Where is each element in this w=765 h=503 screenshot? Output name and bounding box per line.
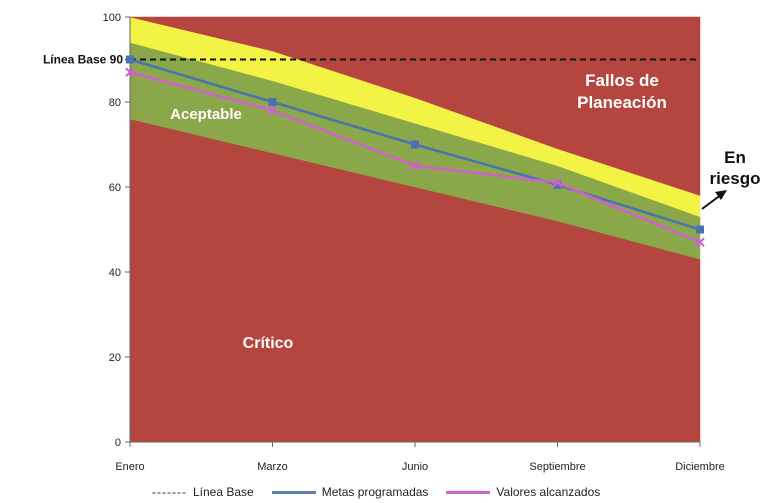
series-point-valores	[267, 105, 278, 116]
x-tick-label: Marzo	[257, 461, 288, 473]
label-aceptable: Aceptable	[170, 106, 242, 123]
series-point-metas	[268, 98, 277, 106]
band-3	[129, 16, 701, 196]
series-layer	[125, 55, 705, 247]
label-fallos-line1: Fallos de	[585, 71, 659, 90]
series-point-metas	[411, 140, 419, 149]
legend-baseline-label: Línea Base	[192, 485, 254, 499]
series-point-metas	[696, 225, 704, 234]
legend-item-valores: Valores alcanzados	[446, 485, 600, 499]
legend-metas-label: Metas programadas	[321, 485, 429, 499]
series-point-valores	[125, 67, 135, 77]
y-tick-label: 80	[109, 97, 121, 109]
legend-item-metas: Metas programadas	[271, 485, 429, 499]
series-point-valores	[695, 237, 705, 247]
label-riesgo-line1: En	[724, 148, 746, 167]
x-tick-label: Enero	[115, 461, 144, 473]
y-tick-label: 60	[109, 182, 121, 194]
bands-layer	[129, 16, 701, 443]
series-point-valores	[552, 178, 563, 188]
riesgo-arrow-head	[715, 190, 727, 200]
x-tick-label: Septiembre	[529, 461, 585, 473]
chart: 0 20 40 60 80 100 Enero Marzo Junio Septiembre Dic…	[43, 12, 761, 473]
label-fallos-line2: Planeación	[577, 93, 667, 112]
series-point-metas	[126, 55, 134, 64]
series-point-metas	[553, 180, 562, 189]
legend-valores-label: Valores alcanzados	[496, 485, 601, 499]
y-tick-label: 0	[115, 437, 121, 449]
x-tick-label: Junio	[402, 461, 428, 473]
y-tick-label: 40	[109, 267, 121, 279]
y-tick-label: 20	[109, 352, 121, 364]
baseline-label: Línea Base 90	[43, 53, 123, 67]
label-riesgo-line2: riesgo	[709, 169, 760, 188]
x-tick-label: Diciembre	[675, 461, 725, 473]
series-point-valores	[410, 161, 420, 171]
y-tick-label: 100	[103, 12, 121, 24]
legend-item-baseline: ------- Línea Base	[152, 485, 254, 499]
legend-baseline-dashes: -------	[152, 485, 187, 499]
legend: ------- Línea Base Metas programadas Val…	[152, 483, 618, 501]
labels-layer: Fallos de Planeación Aceptable Crítico E…	[170, 71, 760, 352]
axes-layer: 0 20 40 60 80 100 Enero Marzo Junio Septiembre Dic…	[103, 12, 725, 473]
label-critico: Crítico	[243, 335, 294, 352]
legend-metas-swatch	[271, 490, 316, 494]
legend-valores-swatch	[446, 490, 491, 494]
